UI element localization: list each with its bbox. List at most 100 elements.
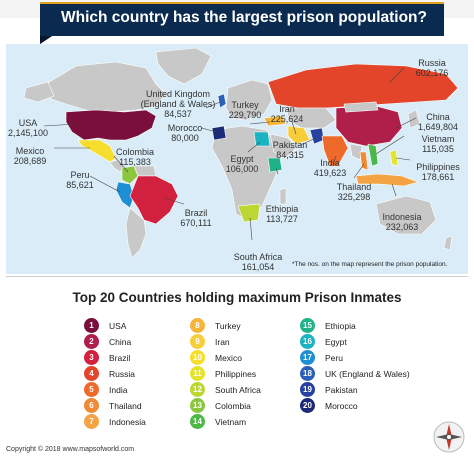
rank-badge: 14	[190, 414, 205, 429]
legend-country: Thailand	[109, 400, 142, 411]
page-title: Which country has the largest prison pop…	[61, 9, 427, 26]
south-america-rest-shape	[125, 207, 147, 259]
legend-title: Top 20 Countries holding maximum Prison …	[72, 290, 402, 305]
legend-country: Turkey	[215, 320, 241, 331]
label-south-africa: South Africa 161,054	[233, 252, 283, 272]
rank-badge: 16	[300, 334, 315, 349]
legend-country: Peru	[325, 352, 343, 363]
legend-country: South Africa	[215, 384, 261, 395]
india-shape	[321, 135, 349, 167]
legend-item: 12 South Africa	[190, 382, 261, 397]
venezuela-shape	[133, 165, 157, 177]
legend-item: 17 Peru	[300, 350, 343, 365]
arabia-shape	[269, 133, 297, 159]
label-peru: Peru 85,621	[66, 170, 94, 190]
rank-badge: 5	[84, 382, 99, 397]
label-brazil: Brazil 670,111	[180, 208, 212, 228]
label-iran: Iran 225,624	[270, 104, 304, 124]
rank-badge: 6	[84, 398, 99, 413]
central-asia-shape	[285, 107, 337, 129]
rank-badge: 10	[190, 350, 205, 365]
rank-badge: 18	[300, 366, 315, 381]
label-philippines: Philippines 178,661	[416, 162, 460, 182]
label-egypt: Egypt 106,000	[225, 154, 259, 174]
philippines-shape	[389, 149, 399, 167]
uk-shape	[217, 93, 227, 109]
china-shape	[335, 105, 403, 147]
turkey-shape	[263, 115, 287, 127]
australia-shape	[375, 195, 437, 235]
legend-country: China	[109, 336, 132, 347]
southeast-asia-shape	[349, 143, 363, 161]
label-usa: USA 2,145,100	[8, 118, 49, 138]
label-thailand: Thailand 325,298	[336, 182, 372, 202]
label-morocco: Morocco 80,000	[167, 123, 203, 143]
label-mexico: Mexico 208,689	[13, 146, 47, 166]
rank-badge: 15	[300, 318, 315, 333]
legend: 1 USA 2 China 3 Brazil 4 Russia 5 India …	[0, 318, 474, 429]
world-map	[6, 44, 468, 274]
legend-item: 9 Iran	[190, 334, 230, 349]
south-africa-shape	[237, 203, 261, 223]
legend-country: Pakistan	[325, 384, 358, 395]
label-ethiopia: Ethiopia 113,727	[265, 204, 299, 224]
label-china: China 1,649,804	[417, 112, 459, 132]
indonesia-shape	[355, 173, 419, 187]
label-pakistan: Pakistan 84,315	[272, 140, 308, 160]
legend-country: Egypt	[325, 336, 347, 347]
legend-item: 14 Vietnam	[190, 414, 246, 429]
legend-country: Iran	[215, 336, 230, 347]
label-indonesia: Indonesia 232,063	[382, 212, 422, 232]
rank-badge: 2	[84, 334, 99, 349]
legend-item: 16 Egypt	[300, 334, 347, 349]
label-colombia: Colombia 115,383	[115, 147, 155, 167]
legend-item: 1 USA	[84, 318, 126, 333]
label-turkey: Turkey 229,790	[228, 100, 262, 120]
legend-item: 2 China	[84, 334, 132, 349]
mexico-shape	[77, 139, 117, 163]
rank-badge: 19	[300, 382, 315, 397]
morocco-shape	[211, 125, 227, 141]
label-russia: Russia 602,176	[415, 58, 449, 78]
rank-badge: 1	[84, 318, 99, 333]
legend-country: Colombia	[215, 400, 251, 411]
label-india: India 419,623	[313, 158, 347, 178]
rank-badge: 20	[300, 398, 315, 413]
legend-country: Morocco	[325, 400, 358, 411]
legend-country: Ethiopia	[325, 320, 356, 331]
rank-badge: 12	[190, 382, 205, 397]
new-zealand-shape	[443, 235, 453, 251]
thailand-shape	[359, 151, 369, 171]
egypt-shape	[253, 131, 271, 147]
rank-badge: 11	[190, 366, 205, 381]
legend-item: 10 Mexico	[190, 350, 242, 365]
legend-country: UK (England & Wales)	[325, 368, 410, 379]
europe-shape	[225, 79, 273, 121]
rank-badge: 13	[190, 398, 205, 413]
rank-badge: 8	[190, 318, 205, 333]
mongolia-shape	[343, 101, 379, 113]
map-note: *The nos. on the map represent the priso…	[292, 261, 448, 268]
leader-lines	[43, 67, 417, 241]
legend-country: Philippines	[215, 368, 257, 379]
legend-item: 20 Morocco	[300, 398, 358, 413]
madagascar-shape	[279, 187, 287, 205]
legend-item: 13 Colombia	[190, 398, 251, 413]
legend-country: India	[109, 384, 128, 395]
legend-item: 18 UK (England & Wales)	[300, 366, 410, 381]
brazil-shape	[129, 175, 179, 225]
vietnam-shape	[367, 143, 379, 167]
legend-item: 7 Indonesia	[84, 414, 146, 429]
rank-badge: 7	[84, 414, 99, 429]
usa-shape	[65, 109, 157, 141]
ethiopia-shape	[267, 157, 283, 173]
banner-shape	[0, 0, 474, 44]
rank-badge: 9	[190, 334, 205, 349]
section-divider	[6, 276, 468, 277]
label-uk: United Kingdom (England & Wales) 84,537	[140, 89, 216, 119]
canada-shape	[45, 61, 167, 113]
title-banner: Which country has the largest prison pop…	[0, 0, 474, 44]
legend-country: Mexico	[215, 352, 242, 363]
legend-item: 8 Turkey	[190, 318, 241, 333]
